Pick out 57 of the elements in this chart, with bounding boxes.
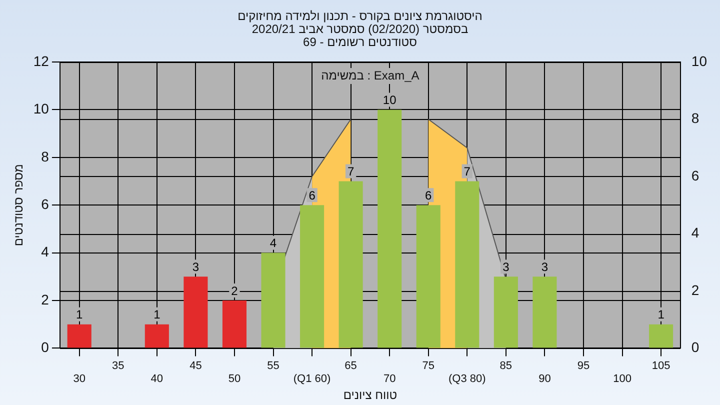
y-tick-label: 4: [41, 244, 50, 260]
y2-tick-label: 2: [691, 282, 700, 298]
y2-tick-label: 4: [691, 224, 700, 241]
y-tick-label: 12: [33, 52, 50, 69]
x-tick-label: 95: [577, 360, 590, 372]
bar: [416, 205, 440, 348]
bar: [532, 276, 557, 348]
x-tick-label: 45: [190, 360, 202, 372]
data-label: 3: [192, 260, 200, 274]
x-tick-label: 85: [500, 360, 512, 372]
bar: [144, 324, 169, 348]
data-label: 7: [347, 164, 354, 179]
x-tick-label: 40: [150, 373, 164, 386]
x-tick-label: 75: [422, 360, 434, 372]
x-tick-label: 50: [228, 373, 241, 386]
chart-title: היסטוגרמת ציונים בקורס - תכנון ולמידה מחיזוקים: [236, 9, 484, 23]
y-tick-label: 10: [33, 100, 50, 117]
bar: [378, 110, 402, 348]
y-axis-title: מספר סטודנטים: [12, 164, 26, 246]
x-tick-label: 70: [383, 373, 396, 386]
data-label: 1: [658, 308, 665, 322]
chart-subtitle: בסמסטר (02/2020) סמסטר אביב 2020/21 סטודנטים רשומים - 69: [252, 22, 470, 49]
y-tick-label: 6: [41, 196, 50, 212]
data-label: 3: [502, 260, 510, 274]
bar: [261, 252, 286, 348]
x-tick-label: 65: [344, 360, 357, 372]
annotation: במשימה : Exam_A: [321, 68, 420, 82]
data-label: 1: [76, 308, 84, 322]
y2-tick-label: 8: [691, 110, 700, 126]
y-tick-label: 0: [41, 339, 50, 356]
y2-tick-label: 10: [691, 52, 708, 69]
x-tick-label: 105: [652, 360, 670, 372]
data-label: 4: [270, 236, 277, 250]
x-tick-label: 30: [73, 373, 86, 386]
data-label: 1: [154, 308, 161, 322]
data-label: 2: [231, 284, 238, 298]
bar: [184, 276, 208, 348]
x-tick-label: 35: [112, 360, 124, 372]
data-label: 7: [464, 164, 471, 179]
x-tick-label: 90: [538, 373, 551, 386]
bar: [222, 300, 246, 348]
y-tick-label: 8: [41, 148, 50, 164]
data-label: 6: [308, 188, 316, 202]
bar: [67, 324, 92, 348]
x-tick-label: (Q1 60): [293, 373, 331, 386]
data-label: 6: [425, 188, 432, 202]
x-tick-label: 55: [267, 360, 280, 372]
bar: [649, 324, 674, 348]
y2-tick-label: 0: [691, 339, 700, 356]
x-axis-title: טווח ציונים: [343, 388, 398, 402]
data-label: 10: [382, 93, 397, 108]
y-tick-label: 2: [41, 291, 50, 308]
bar: [494, 276, 518, 348]
x-tick-label: (Q3 80): [448, 373, 486, 386]
y2-tick-label: 6: [691, 167, 700, 184]
data-label: 3: [541, 260, 548, 274]
x-tick-label: 100: [613, 373, 632, 386]
